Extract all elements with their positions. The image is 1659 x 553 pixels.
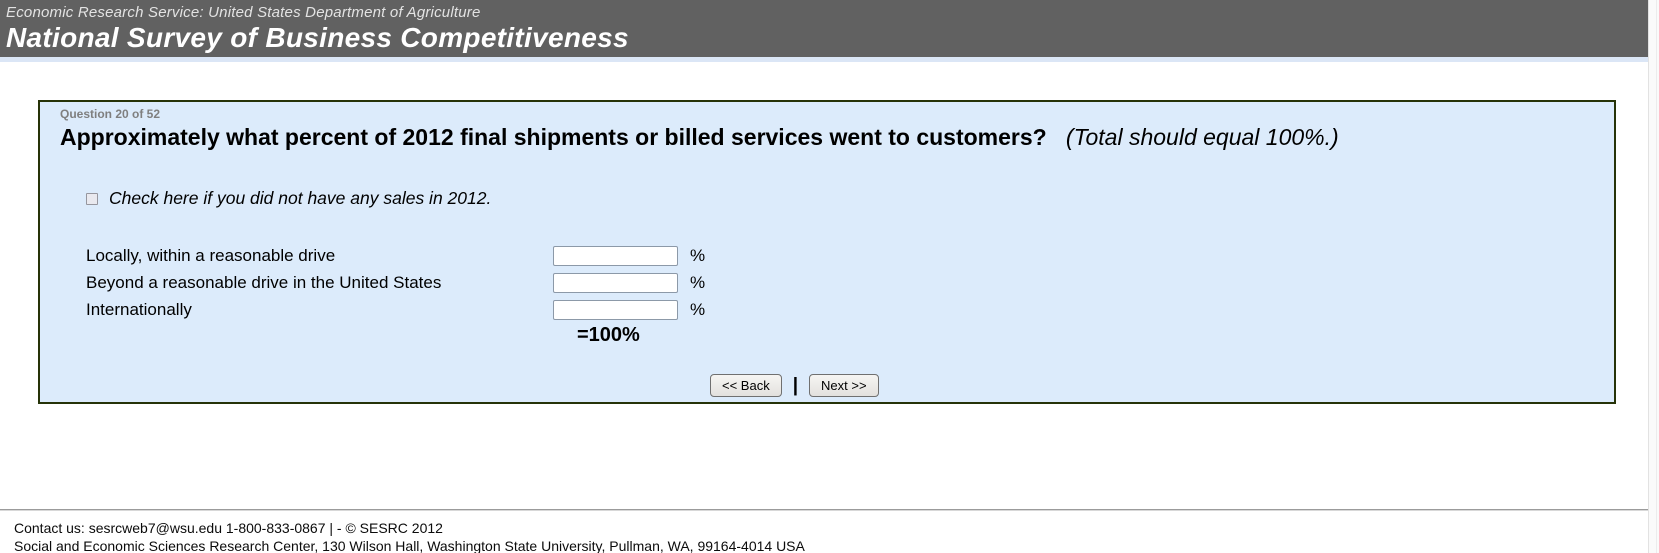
page-header: Economic Research Service: United States… (0, 0, 1648, 57)
question-text: Approximately what percent of 2012 final… (60, 124, 1339, 151)
total-equals-label: =100% (577, 324, 640, 346)
percent-rows: Locally, within a reasonable drive % Bey… (86, 242, 705, 323)
page-footer: Contact us: sesrcweb7@wsu.edu 1-800-833-… (0, 509, 1648, 553)
back-button[interactable]: << Back (710, 374, 782, 397)
us-percent-sign: % (690, 272, 706, 292)
no-sales-checkbox-row: Check here if you did not have any sales… (86, 188, 491, 209)
question-text-hint: (Total should equal 100%.) (1065, 124, 1339, 150)
table-row: Beyond a reasonable drive in the United … (86, 269, 705, 296)
agency-subtitle: Economic Research Service: United States… (6, 4, 481, 21)
table-row: Locally, within a reasonable drive % (86, 242, 705, 269)
survey-title: National Survey of Business Competitiven… (6, 22, 629, 53)
nav-buttons: << Back | Next >> (710, 374, 879, 397)
footer-address-line: Social and Economic Sciences Research Ce… (14, 538, 805, 553)
local-percent-input[interactable] (553, 245, 678, 266)
next-button[interactable]: Next >> (809, 374, 879, 397)
table-row: Internationally % (86, 296, 705, 323)
us-percent-input[interactable] (553, 272, 678, 293)
no-sales-checkbox[interactable] (86, 192, 98, 205)
no-sales-checkbox-label: Check here if you did not have any sales… (109, 188, 492, 208)
question-panel: Question 20 of 52 Approximately what per… (38, 100, 1616, 404)
international-row-label: Internationally (86, 299, 192, 319)
question-text-main: Approximately what percent of 2012 final… (60, 124, 1047, 150)
local-row-label: Locally, within a reasonable drive (86, 245, 336, 265)
header-accent-strip (0, 57, 1648, 62)
local-percent-sign: % (690, 245, 706, 265)
question-progress: Question 20 of 52 (60, 107, 161, 121)
scrollbar-track[interactable] (1648, 0, 1659, 553)
button-separator: | (792, 374, 799, 396)
footer-contact-line: Contact us: sesrcweb7@wsu.edu 1-800-833-… (14, 520, 443, 536)
international-percent-sign: % (690, 299, 706, 319)
footer-divider (0, 509, 1648, 511)
international-percent-input[interactable] (553, 299, 678, 320)
scrollbar-track-line (1656, 0, 1657, 553)
us-row-label: Beyond a reasonable drive in the United … (86, 272, 442, 292)
